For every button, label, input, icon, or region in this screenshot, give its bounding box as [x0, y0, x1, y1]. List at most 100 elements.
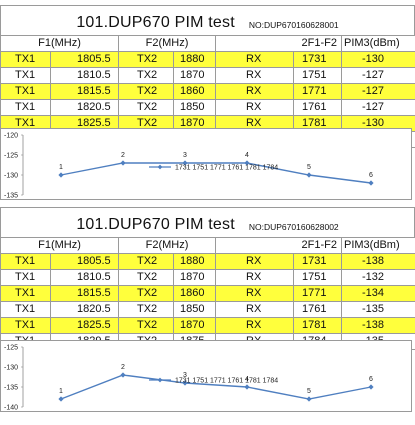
tx-cell: TX1: [0, 269, 51, 286]
table-row: TX1 1820.5 TX2 1850 RX 1761 -135: [0, 301, 415, 318]
f2f1-cell: 1761: [293, 301, 342, 318]
x-tick-label: 5: [307, 164, 311, 171]
header-f2: F2(MHz): [118, 35, 216, 52]
data-point: [182, 380, 188, 386]
table-row: TX1 1815.5 TX2 1860 RX 1771 -134: [0, 285, 415, 302]
report-title-row: 101.DUP670 PIM test NO:DUP670160628001: [0, 5, 415, 35]
pim3-cell: -130: [341, 115, 415, 132]
tx2-cell: TX2: [118, 51, 174, 68]
x-tick-label: 6: [369, 376, 373, 383]
f2f1-cell: 1751: [293, 269, 342, 286]
data-point: [120, 160, 126, 166]
tx-cell: TX1: [0, 67, 51, 84]
report-title: 101.DUP670 PIM test: [76, 14, 235, 31]
f1-cell: 1820.5: [50, 301, 119, 318]
y-tick-label: -135: [4, 385, 18, 392]
f2f1-cell: 1751: [293, 67, 342, 84]
tx2-cell: TX2: [118, 115, 174, 132]
pim3-cell: -127: [341, 99, 415, 116]
y-tick-label: -125: [4, 153, 18, 160]
legend-marker: [157, 164, 163, 170]
tx-cell: TX1: [0, 253, 51, 270]
f1-cell: 1820.5: [50, 99, 119, 116]
f1-cell: 1815.5: [50, 83, 119, 100]
pim-chart-1: -120 -125 -130 -135 1 2 3 4 5 6 1731 1751 1771 176…: [0, 128, 412, 200]
pim3-cell: -135: [341, 301, 415, 318]
report-serial: NO:DUP670160628001: [248, 20, 339, 30]
data-point: [306, 172, 312, 178]
pim-chart-2: -125 -130 -135 -140 1 2 3 4 5 6 1731 1751 1771 176…: [0, 340, 412, 412]
table-header: F1(MHz) F2(MHz) 2F1-F2 PIM3(dBm): [0, 35, 415, 52]
report-title-row: 101.DUP670 PIM test NO:DUP670160628002: [0, 207, 415, 237]
report-title: 101.DUP670 PIM test: [76, 216, 235, 233]
legend-label: 1731 1751 1771 1761 1781 1784: [175, 165, 278, 172]
chart-svg: -125 -130 -135 -140 1 2 3 4 5 6 1731 1751 1771 176…: [4, 345, 374, 412]
pim-table: F1(MHz) F2(MHz) 2F1-F2 PIM3(dBm) TX1 1805…: [0, 237, 415, 350]
f2-cell: 1870: [173, 67, 216, 84]
tx2-cell: TX2: [118, 285, 174, 302]
x-tick-label: 2: [121, 152, 125, 159]
x-tick-label: 5: [307, 388, 311, 395]
rx-cell: RX: [215, 301, 294, 318]
f2-cell: 1870: [173, 317, 216, 334]
table-row: TX1 1815.5 TX2 1860 RX 1771 -127: [0, 83, 415, 100]
table-row: TX1 1825.5 TX2 1870 RX 1781 -130: [0, 115, 415, 132]
rx-cell: RX: [215, 317, 294, 334]
f2-cell: 1850: [173, 99, 216, 116]
tx2-cell: TX2: [118, 67, 174, 84]
f1-cell: 1805.5: [50, 253, 119, 270]
f2f1-cell: 1761: [293, 99, 342, 116]
f2-cell: 1870: [173, 115, 216, 132]
tx2-cell: TX2: [118, 253, 174, 270]
x-tick-label: 3: [183, 372, 187, 379]
series-line: [60, 162, 372, 184]
tx2-cell: TX2: [118, 317, 174, 334]
f2f1-cell: 1731: [293, 51, 342, 68]
f1-cell: 1825.5: [50, 317, 119, 334]
tx-cell: TX1: [0, 285, 51, 302]
series-line: [60, 374, 372, 400]
report-2: 101.DUP670 PIM test NO:DUP670160628002 F…: [0, 207, 415, 350]
f2f1-cell: 1731: [293, 253, 342, 270]
header-pim3: PIM3(dBm): [341, 237, 415, 254]
data-point: [58, 172, 64, 178]
table-row: TX1 1825.5 TX2 1870 RX 1781 -138: [0, 317, 415, 334]
rx-cell: RX: [215, 285, 294, 302]
x-tick-label: 1: [59, 164, 63, 171]
tx-cell: TX1: [0, 83, 51, 100]
f1-cell: 1815.5: [50, 285, 119, 302]
tx2-cell: TX2: [118, 269, 174, 286]
y-tick-label: -130: [4, 173, 18, 180]
f2f1-cell: 1771: [293, 285, 342, 302]
x-tick-label: 6: [369, 172, 373, 179]
x-tick-label: 2: [121, 364, 125, 371]
tx2-cell: TX2: [118, 83, 174, 100]
f2f1-cell: 1771: [293, 83, 342, 100]
tx-cell: TX1: [0, 115, 51, 132]
pim3-cell: -127: [341, 83, 415, 100]
data-point: [120, 372, 126, 378]
x-tick-label: 4: [245, 152, 249, 159]
rx-cell: RX: [215, 67, 294, 84]
y-tick-label: -140: [4, 405, 18, 412]
pim3-cell: -127: [341, 67, 415, 84]
f2-cell: 1870: [173, 269, 216, 286]
tx-cell: TX1: [0, 51, 51, 68]
y-tick-label: -120: [4, 133, 18, 140]
rx-cell: RX: [215, 115, 294, 132]
table-row: TX1 1805.5 TX2 1880 RX 1731 -138: [0, 253, 415, 270]
chart-svg: -120 -125 -130 -135 1 2 3 4 5 6 1731 1751 1771 176…: [4, 133, 374, 200]
f2-cell: 1880: [173, 51, 216, 68]
header-f1: F1(MHz): [0, 35, 119, 52]
tx-cell: TX1: [0, 301, 51, 318]
legend-marker: [157, 377, 163, 383]
rx-cell: RX: [215, 83, 294, 100]
pim3-cell: -130: [341, 51, 415, 68]
tx-cell: TX1: [0, 317, 51, 334]
pim3-cell: -138: [341, 253, 415, 270]
f2f1-cell: 1781: [293, 317, 342, 334]
rx-cell: RX: [215, 269, 294, 286]
rx-cell: RX: [215, 99, 294, 116]
data-point: [368, 384, 374, 390]
pim3-cell: -138: [341, 317, 415, 334]
